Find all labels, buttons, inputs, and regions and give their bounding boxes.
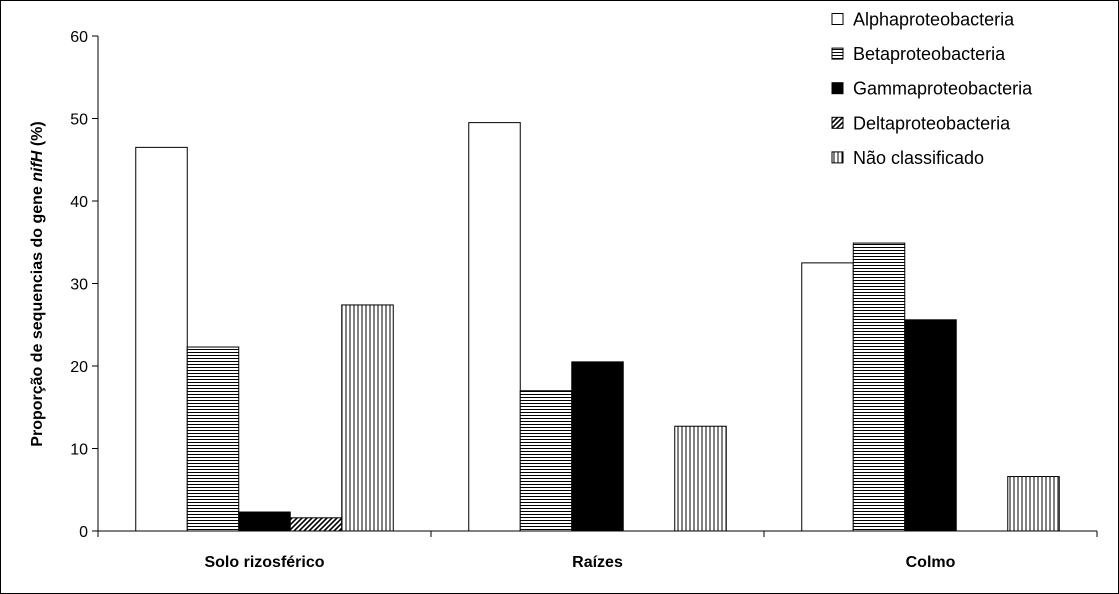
- legend-swatch: [831, 116, 844, 129]
- y-axis-label-part-1: Proporção de sequencias do gene: [29, 182, 46, 447]
- bar: [186, 346, 240, 532]
- y-tick-label: 40: [70, 194, 88, 211]
- y-tick-label: 0: [79, 524, 88, 541]
- tick-labels: 0 10 20 30 40 50 60: [70, 29, 88, 541]
- category-labels: Solo rizosférico Raízes Colmo: [204, 554, 955, 571]
- bar: [519, 390, 573, 532]
- bars: [135, 122, 1060, 532]
- category-label: Colmo: [906, 554, 956, 571]
- legend: Alphaproteobacteria Betaproteobacteria Gam…: [831, 10, 1033, 168]
- category-label: Raízes: [572, 554, 623, 571]
- bar: [674, 425, 727, 532]
- y-tick-label: 10: [70, 442, 88, 459]
- y-tick-label: 30: [70, 277, 88, 294]
- y-axis-label-part-2: nifH: [29, 150, 46, 182]
- y-axis-label-part-3: (%): [29, 121, 46, 150]
- legend-swatch: [831, 13, 844, 25]
- legend-label: Deltaproteobacteria: [853, 113, 1011, 133]
- bar: [571, 361, 624, 532]
- bar: [289, 517, 343, 532]
- legend-label: Alphaproteobacteria: [853, 10, 1015, 30]
- bar: [135, 146, 188, 532]
- legend-swatch: [831, 82, 844, 95]
- bar: [852, 242, 906, 532]
- bar: [904, 319, 957, 532]
- bar: [801, 262, 854, 532]
- legend-label: Betaproteobacteria: [853, 44, 1006, 64]
- bar: [238, 511, 291, 532]
- y-axis-label: Proporção de sequencias do gene nifH (%): [29, 121, 46, 446]
- legend-swatch: [831, 151, 844, 164]
- y-tick-label: 20: [70, 359, 88, 376]
- bar: [341, 304, 394, 532]
- legend-label: Não classificado: [853, 148, 984, 168]
- y-tick-label: 60: [70, 29, 88, 46]
- legend-label: Gammaproteobacteria: [853, 79, 1033, 99]
- category-label: Solo rizosférico: [204, 554, 324, 571]
- bar: [1007, 476, 1060, 532]
- y-tick-label: 50: [70, 112, 88, 129]
- legend-swatch: [831, 47, 844, 60]
- bar: [468, 122, 521, 532]
